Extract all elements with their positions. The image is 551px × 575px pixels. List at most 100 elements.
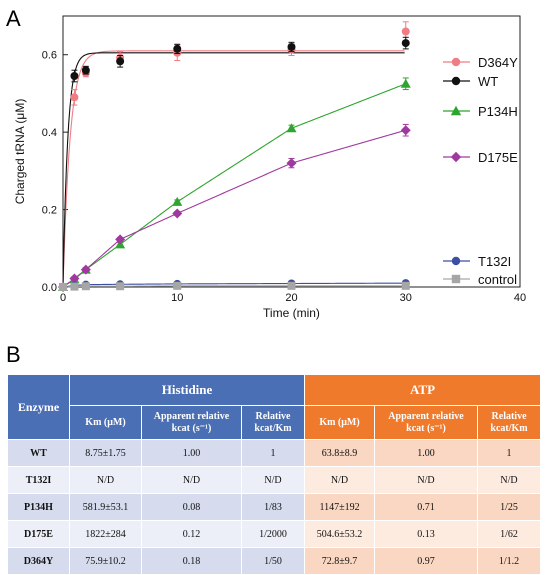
kinetic-parameters-table: Enzyme Histidine ATP Km (μM) Apparent re… — [7, 374, 542, 575]
table-cell: 1/1.2 — [477, 547, 542, 575]
legend-marker-t132i — [451, 256, 461, 266]
legend-marker-d175e — [450, 151, 462, 163]
data-point-p134h — [286, 123, 297, 133]
table-cell: 581.9±53.1 — [69, 493, 142, 521]
table-cell: 1822±284 — [69, 520, 142, 548]
enzyme-cell: D175E — [7, 520, 70, 548]
data-point-wt — [287, 42, 296, 51]
series-line-d175e — [62, 130, 405, 288]
enzyme-cell: P134H — [7, 493, 70, 521]
table-row: T132I N/D N/D N/D N/D N/D N/D — [7, 466, 542, 494]
y-tick-label: 0.2 — [42, 205, 57, 217]
data-point-wt — [401, 39, 410, 48]
x-tick-label: 40 — [514, 292, 526, 304]
data-point-wt — [173, 44, 182, 53]
y-tick-label: 0.6 — [42, 50, 57, 62]
histidine-kcat-header: Apparent relative kcat (s⁻¹) — [141, 405, 242, 440]
legend-marker-control — [451, 274, 461, 284]
legend-label-d175e: D175E — [478, 150, 518, 165]
histidine-ratio-header: Relative kcat/Km — [240, 405, 306, 440]
y-tick-label: 0.4 — [42, 127, 57, 139]
legend-label-d364y: D364Y — [478, 55, 518, 70]
enzyme-cell: T132I — [7, 466, 70, 494]
table-cell: 72.8±9.7 — [304, 547, 376, 575]
table-cell: 63.8±8.9 — [304, 439, 376, 467]
x-tick-label: 20 — [285, 292, 297, 304]
data-point-p134h — [172, 196, 183, 206]
panel-a-label: A — [6, 6, 21, 31]
table-cell: 0.13 — [374, 520, 479, 548]
kcat-header-line2: kcat (s⁻¹) — [406, 422, 446, 434]
y-tick-label: 0.0 — [42, 282, 57, 294]
table-cell: N/D — [69, 466, 142, 494]
data-point-d175e — [69, 273, 80, 284]
y-axis-label: Charged tRNA (μM) — [13, 99, 27, 205]
series-line-d364y — [62, 50, 405, 288]
atp-group-header: ATP — [304, 374, 542, 406]
data-point-d175e — [172, 208, 183, 219]
data-point-control — [70, 282, 79, 291]
data-point-control — [81, 282, 90, 291]
table-cell: 1/2000 — [240, 520, 306, 548]
table-cell: 1/83 — [240, 493, 306, 521]
histidine-group-header: Histidine — [68, 374, 306, 406]
data-point-wt — [116, 57, 125, 66]
plot-frame — [62, 15, 521, 288]
atp-km-header: Km (μM) — [304, 405, 376, 440]
x-tick-label: 0 — [60, 292, 66, 304]
table-cell: 0.18 — [141, 547, 242, 575]
panel-b-label: B — [6, 342, 21, 367]
data-point-control — [116, 282, 125, 291]
table-row: D175E 1822±284 0.12 1/2000 504.6±53.2 0.… — [7, 520, 542, 548]
legend-label-p134h: P134H — [478, 104, 518, 119]
kinetics-chart: 0 10 20 30 40 0.0 0.2 0.4 0.6 Time (min) Charged t… — [13, 15, 526, 320]
table-cell: 1.00 — [141, 439, 242, 467]
data-point-d364y — [401, 27, 410, 36]
table-cell: 1147±192 — [304, 493, 376, 521]
ratio-header-line2: kcat/Km — [254, 422, 292, 434]
legend-marker-d364y — [451, 57, 461, 67]
data-point-d364y — [70, 93, 79, 102]
table-cell: 1.00 — [374, 439, 479, 467]
table-cell: N/D — [374, 466, 479, 494]
data-point-control — [287, 281, 296, 290]
data-point-wt — [70, 72, 79, 81]
data-point-d175e — [80, 264, 91, 275]
legend-marker-p134h — [450, 105, 462, 116]
kcat-header-line1: Apparent relative — [388, 411, 464, 422]
data-point-d175e — [400, 125, 411, 136]
table-cell: 0.71 — [374, 493, 479, 521]
series-line-p134h — [62, 83, 405, 288]
x-tick-label: 10 — [171, 292, 183, 304]
legend-label-t132i: T132I — [478, 254, 511, 269]
table-cell: 1 — [240, 439, 306, 467]
table-cell: 1/50 — [240, 547, 306, 575]
table-cell: 8.75±1.75 — [69, 439, 142, 467]
table-cell: N/D — [477, 466, 542, 494]
enzyme-header: Enzyme — [7, 374, 70, 440]
data-point-p134h — [400, 78, 411, 88]
table-cell: 504.6±53.2 — [304, 520, 376, 548]
ratio-header-line1: Relative — [255, 411, 291, 422]
data-point-control — [173, 281, 182, 290]
table-cell: 1 — [477, 439, 542, 467]
enzyme-cell: D364Y — [7, 547, 70, 575]
table-row: WT 8.75±1.75 1.00 1 63.8±8.9 1.00 1 — [7, 439, 542, 467]
table-row: D364Y 75.9±10.2 0.18 1/50 72.8±9.7 0.97 … — [7, 547, 542, 575]
atp-kcat-header: Apparent relative kcat (s⁻¹) — [374, 405, 479, 440]
data-point-d175e — [115, 234, 126, 245]
table-cell: N/D — [141, 466, 242, 494]
x-tick-label: 30 — [400, 292, 412, 304]
data-point-control — [59, 283, 67, 291]
table-row: P134H 581.9±53.1 0.08 1/83 1147±192 0.71… — [7, 493, 542, 521]
kcat-header-line2: kcat (s⁻¹) — [171, 422, 212, 434]
table-cell: 75.9±10.2 — [69, 547, 142, 575]
table-cell: 0.08 — [141, 493, 242, 521]
table-cell: 1/25 — [477, 493, 542, 521]
legend-label-wt: WT — [478, 74, 498, 89]
table-cell: N/D — [304, 466, 376, 494]
data-point-control — [401, 281, 410, 290]
kcat-header-line1: Apparent relative — [153, 411, 230, 422]
legend-label-control: control — [478, 272, 517, 287]
x-axis-label: Time (min) — [263, 306, 320, 320]
